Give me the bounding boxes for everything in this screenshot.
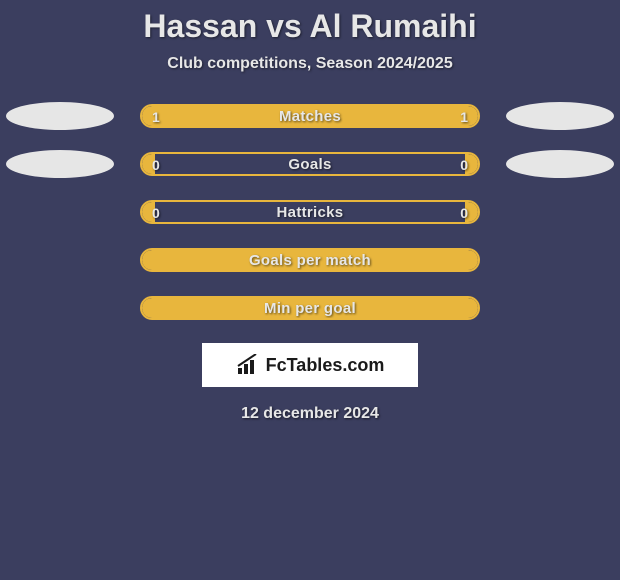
stat-label: Matches: [142, 106, 478, 128]
stat-label: Hattricks: [142, 202, 478, 224]
stat-label: Min per goal: [142, 298, 478, 320]
stat-value-right: 0: [460, 154, 468, 176]
player-left-ellipse-icon: [6, 102, 114, 130]
stat-row: 1 Matches 1: [0, 103, 620, 129]
player-left-ellipse-icon: [6, 150, 114, 178]
comparison-card: Hassan vs Al Rumaihi Club competitions, …: [0, 0, 620, 580]
bar-chart-icon: [236, 354, 260, 376]
stat-bar: 0 Goals 0: [140, 152, 480, 176]
stat-label: Goals per match: [142, 250, 478, 272]
page-subtitle: Club competitions, Season 2024/2025: [0, 55, 620, 73]
stat-value-right: 0: [460, 202, 468, 224]
stat-bar: 1 Matches 1: [140, 104, 480, 128]
stat-label: Goals: [142, 154, 478, 176]
brand-badge: FcTables.com: [202, 343, 418, 387]
brand-text: FcTables.com: [266, 355, 385, 376]
page-title: Hassan vs Al Rumaihi: [0, 0, 620, 45]
stat-row: 0 Hattricks 0: [0, 199, 620, 225]
stat-bar: 0 Hattricks 0: [140, 200, 480, 224]
stat-bar: Goals per match: [140, 248, 480, 272]
player-right-ellipse-icon: [506, 150, 614, 178]
stat-row: Min per goal: [0, 295, 620, 321]
stat-bar: Min per goal: [140, 296, 480, 320]
player-right-ellipse-icon: [506, 102, 614, 130]
stats-block: 1 Matches 1 0 Goals 0 0 Hattri: [0, 103, 620, 321]
stat-row: Goals per match: [0, 247, 620, 273]
date-text: 12 december 2024: [0, 405, 620, 423]
stat-row: 0 Goals 0: [0, 151, 620, 177]
stat-value-right: 1: [460, 106, 468, 128]
